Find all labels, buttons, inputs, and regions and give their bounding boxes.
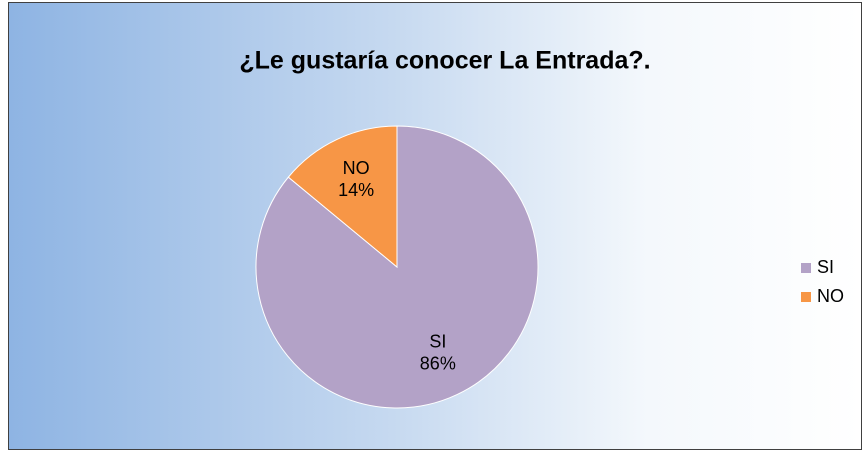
chart-title: ¿Le gustaría conocer La Entrada?. — [239, 47, 650, 75]
slice-value-label: 86% — [420, 354, 456, 374]
legend-swatch — [801, 292, 811, 302]
slice-category-label: SI — [429, 332, 446, 352]
pie-slice — [287, 125, 398, 269]
legend-label: SI — [817, 257, 834, 277]
slice-value-label: 14% — [338, 180, 374, 200]
legend-label: NO — [817, 286, 844, 306]
slice-category-label: NO — [343, 158, 370, 178]
legend-swatch — [801, 263, 811, 273]
